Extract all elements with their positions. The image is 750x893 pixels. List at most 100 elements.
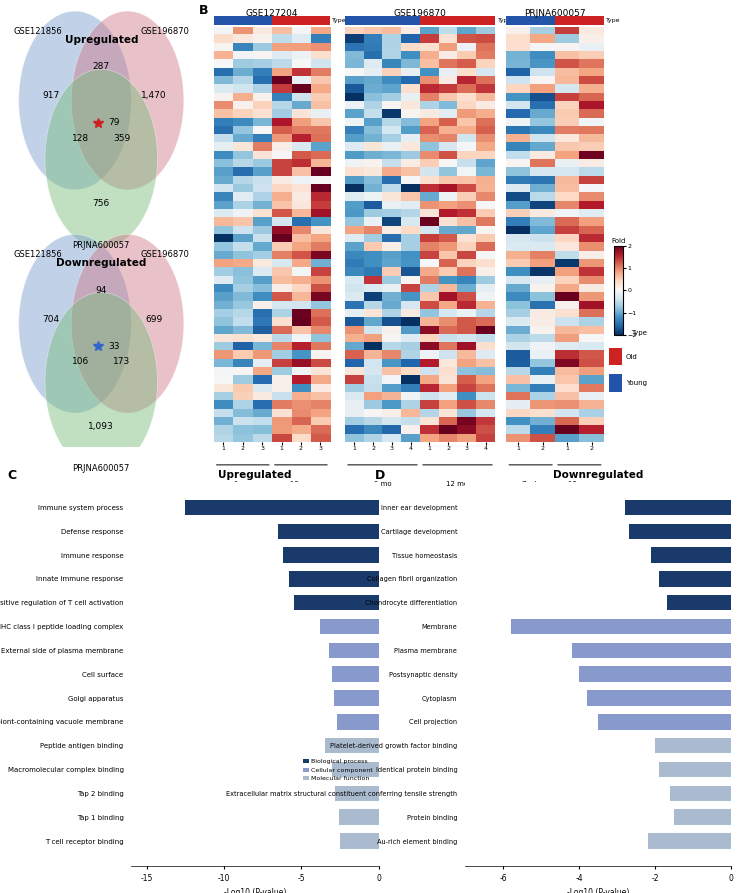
Bar [476,15,495,25]
Bar [283,547,379,563]
Bar [325,738,379,754]
Bar [656,738,731,754]
X-axis label: -Log10 (P-value): -Log10 (P-value) [567,889,629,893]
Bar [531,15,555,25]
Text: 106: 106 [72,357,89,366]
Bar [345,15,364,25]
Bar [572,643,731,658]
Ellipse shape [71,234,184,413]
Title: GSE127204: GSE127204 [245,9,298,18]
Bar [651,547,731,563]
Text: Upregulated: Upregulated [64,35,138,45]
Bar [332,666,379,682]
Bar [625,500,731,515]
Text: B: B [199,4,208,18]
Bar [401,15,420,25]
Text: 33: 33 [108,341,119,351]
Bar [335,786,379,801]
Text: Type: Type [498,18,512,22]
Title: Upregulated: Upregulated [218,470,292,480]
Bar [382,15,401,25]
Bar [628,523,731,539]
Ellipse shape [19,11,131,190]
Bar [291,15,310,25]
Text: 1,093: 1,093 [88,421,114,431]
Bar [364,15,382,25]
Ellipse shape [19,234,131,413]
Bar [185,500,379,515]
Text: 7 wk: 7 wk [522,481,539,488]
Text: 359: 359 [113,134,130,143]
Bar [506,15,531,25]
Text: 2 mo: 2 mo [374,481,392,488]
Bar [233,15,253,25]
Text: 1 mo: 1 mo [234,481,252,488]
Bar [294,595,379,611]
Text: 79: 79 [108,118,119,128]
Title: Downregulated: Downregulated [553,470,644,480]
Title: Fold: Fold [611,238,626,244]
Text: 12 mo: 12 mo [568,481,590,488]
Text: 12 mo: 12 mo [290,481,312,488]
Text: 917: 917 [42,91,59,101]
Ellipse shape [71,11,184,190]
Bar [337,714,379,730]
Text: 287: 287 [93,63,110,71]
Bar [439,15,458,25]
Text: PRJNA600057: PRJNA600057 [73,241,130,250]
Title: PRJNA600057: PRJNA600057 [524,9,586,18]
Text: C: C [8,469,16,482]
Bar [420,15,439,25]
X-axis label: -Log10 (P-value): -Log10 (P-value) [224,889,286,893]
Bar [511,619,731,634]
Text: PRJNA600057: PRJNA600057 [73,464,130,473]
Text: Type: Type [332,18,346,22]
Bar [659,572,731,587]
Text: 94: 94 [95,286,107,295]
Bar [332,762,379,777]
Bar [338,809,379,825]
Bar [272,15,291,25]
Title: GSE196870: GSE196870 [394,9,446,18]
Text: GSE121856: GSE121856 [13,27,62,36]
Bar [647,833,731,848]
Bar [289,572,379,587]
Ellipse shape [45,293,158,472]
Text: 704: 704 [42,314,59,324]
Bar [253,15,272,25]
Text: 128: 128 [72,134,89,143]
Bar [659,762,731,777]
Text: Type: Type [631,330,647,337]
Text: 12 mo: 12 mo [446,481,469,488]
Text: 699: 699 [146,314,162,324]
Text: Type: Type [606,18,620,22]
Bar [340,833,379,848]
Text: GSE196870: GSE196870 [140,27,190,36]
Bar [310,15,330,25]
Bar [598,714,731,730]
Bar [329,643,379,658]
Ellipse shape [45,70,158,247]
Text: 1,470: 1,470 [141,91,166,101]
Bar [609,374,622,391]
Text: D: D [375,469,386,482]
Bar [214,15,233,25]
Text: Old: Old [626,354,638,360]
Bar [674,809,731,825]
Bar [320,619,379,634]
Bar [555,15,579,25]
Bar [670,786,731,801]
Bar [586,690,731,705]
Text: GSE121856: GSE121856 [13,250,62,259]
Bar [667,595,731,611]
Text: 173: 173 [113,357,130,366]
Bar [278,523,379,539]
Bar [579,15,604,25]
Text: Young: Young [626,380,646,386]
Text: Downregulated: Downregulated [56,258,146,268]
Bar [609,348,622,365]
Bar [458,15,476,25]
Legend: Biological process, Cellular component, Molecular function: Biological process, Cellular component, … [300,756,376,784]
Text: GSE196870: GSE196870 [140,250,190,259]
Bar [579,666,731,682]
